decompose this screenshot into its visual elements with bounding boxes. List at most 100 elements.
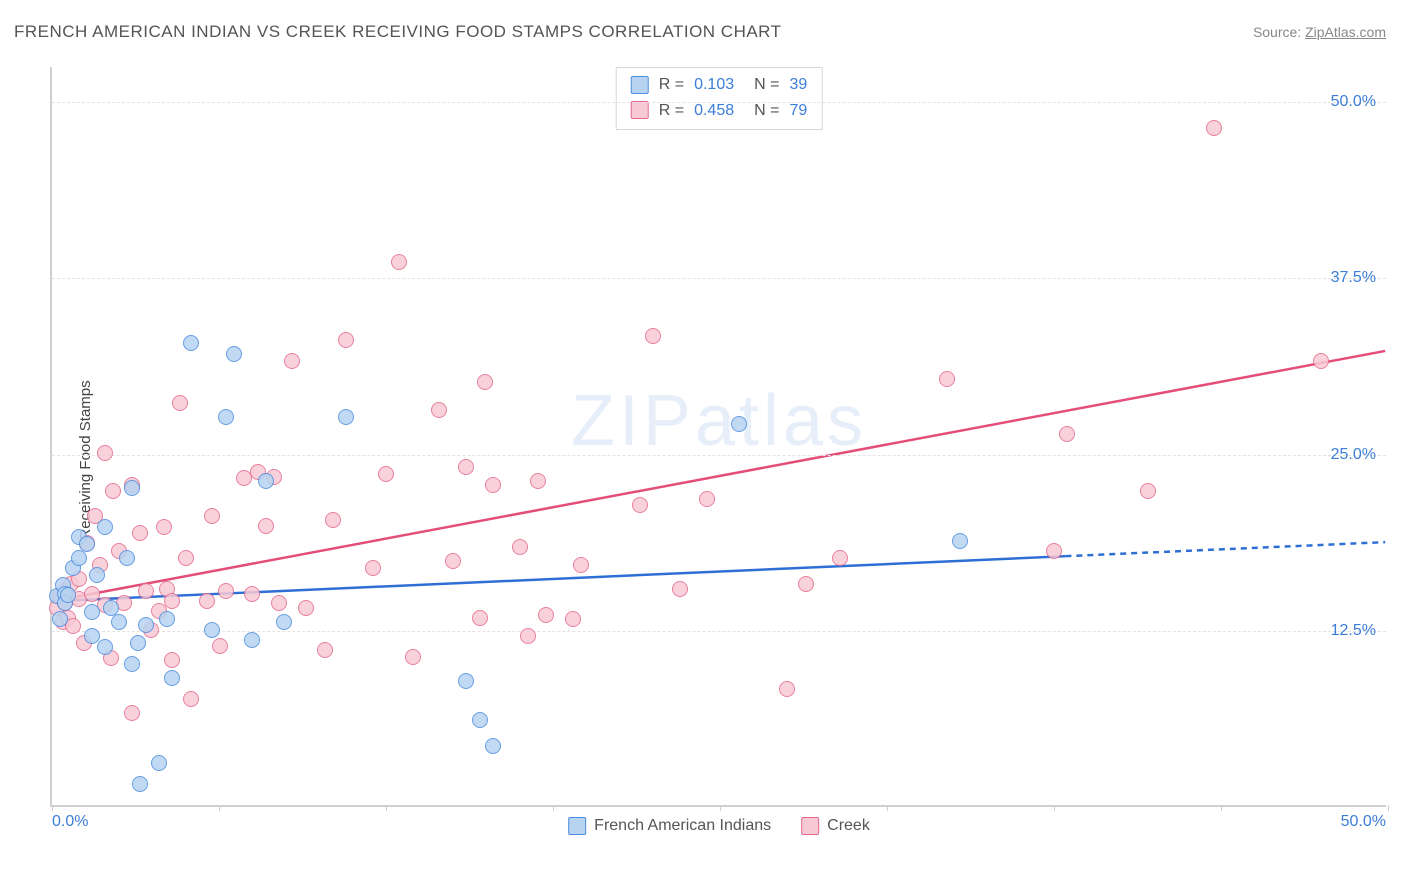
scatter-point (731, 416, 747, 432)
scatter-point (298, 600, 314, 616)
scatter-point (317, 642, 333, 658)
scatter-point (779, 681, 795, 697)
x-tick (887, 805, 888, 811)
scatter-point (271, 595, 287, 611)
trend-line (1065, 542, 1385, 556)
scatter-point (832, 550, 848, 566)
legend-swatch-1b (801, 817, 819, 835)
y-tick-label: 50.0% (1331, 93, 1376, 111)
scatter-point (79, 536, 95, 552)
scatter-point (124, 480, 140, 496)
scatter-point (632, 497, 648, 513)
scatter-point (365, 560, 381, 576)
legend-stats-box: R = 0.103 N = 39 R = 0.458 N = 79 (616, 67, 823, 130)
y-tick-label: 12.5% (1331, 622, 1376, 640)
scatter-point (89, 567, 105, 583)
scatter-point (485, 477, 501, 493)
x-tick (553, 805, 554, 811)
scatter-point (472, 610, 488, 626)
scatter-point (1313, 353, 1329, 369)
scatter-point (97, 519, 113, 535)
scatter-point (445, 553, 461, 569)
x-tick (720, 805, 721, 811)
scatter-point (183, 335, 199, 351)
scatter-point (458, 673, 474, 689)
scatter-point (1046, 543, 1062, 559)
legend-item-1: Creek (801, 817, 870, 835)
scatter-point (151, 755, 167, 771)
scatter-point (124, 656, 140, 672)
legend-item-0: French American Indians (568, 817, 771, 835)
source-attribution: Source: ZipAtlas.com (1253, 24, 1386, 40)
scatter-point (477, 374, 493, 390)
scatter-point (530, 473, 546, 489)
scatter-point (132, 776, 148, 792)
scatter-point (52, 611, 68, 627)
x-axis-max-label: 50.0% (1341, 813, 1386, 831)
scatter-point (84, 586, 100, 602)
scatter-point (132, 525, 148, 541)
watermark-thin: atlas (695, 381, 867, 461)
scatter-point (391, 254, 407, 270)
scatter-point (183, 691, 199, 707)
scatter-point (97, 445, 113, 461)
scatter-point (204, 622, 220, 638)
scatter-point (458, 459, 474, 475)
x-tick (1221, 805, 1222, 811)
y-tick-label: 25.0% (1331, 446, 1376, 464)
source-link[interactable]: ZipAtlas.com (1305, 24, 1386, 40)
watermark: ZIPatlas (571, 380, 867, 462)
r-value-0: 0.103 (694, 72, 734, 98)
scatter-point (276, 614, 292, 630)
scatter-point (164, 670, 180, 686)
legend-swatch-0 (631, 76, 649, 94)
scatter-point (1059, 426, 1075, 442)
x-tick (1054, 805, 1055, 811)
legend-label-1: Creek (827, 817, 870, 835)
scatter-point (84, 604, 100, 620)
scatter-point (338, 332, 354, 348)
scatter-point (699, 491, 715, 507)
scatter-point (405, 649, 421, 665)
scatter-point (84, 628, 100, 644)
legend-swatch-1 (631, 101, 649, 119)
scatter-point (538, 607, 554, 623)
scatter-point (138, 583, 154, 599)
scatter-point (138, 617, 154, 633)
scatter-point (284, 353, 300, 369)
scatter-point (226, 346, 242, 362)
scatter-point (1206, 120, 1222, 136)
gridline (52, 278, 1386, 279)
scatter-point (218, 583, 234, 599)
n-label-0: N = (754, 72, 779, 98)
scatter-point (130, 635, 146, 651)
y-tick-label: 37.5% (1331, 269, 1376, 287)
scatter-point (244, 586, 260, 602)
scatter-point (325, 512, 341, 528)
scatter-point (124, 705, 140, 721)
scatter-point (212, 638, 228, 654)
scatter-point (1140, 483, 1156, 499)
legend-swatch-0b (568, 817, 586, 835)
scatter-point (952, 533, 968, 549)
scatter-point (164, 652, 180, 668)
r-label-0: R = (659, 72, 684, 98)
scatter-point (159, 611, 175, 627)
scatter-point (244, 632, 260, 648)
scatter-point (258, 518, 274, 534)
source-label: Source: (1253, 24, 1305, 40)
scatter-point (512, 539, 528, 555)
n-value-0: 39 (789, 72, 807, 98)
scatter-point (485, 738, 501, 754)
watermark-bold: ZIP (571, 381, 695, 461)
scatter-point (156, 519, 172, 535)
scatter-point (199, 593, 215, 609)
scatter-point (338, 409, 354, 425)
scatter-point (520, 628, 536, 644)
scatter-point (97, 639, 113, 655)
scatter-point (645, 328, 661, 344)
scatter-point (573, 557, 589, 573)
scatter-point (672, 581, 688, 597)
scatter-point (798, 576, 814, 592)
scatter-point (105, 483, 121, 499)
